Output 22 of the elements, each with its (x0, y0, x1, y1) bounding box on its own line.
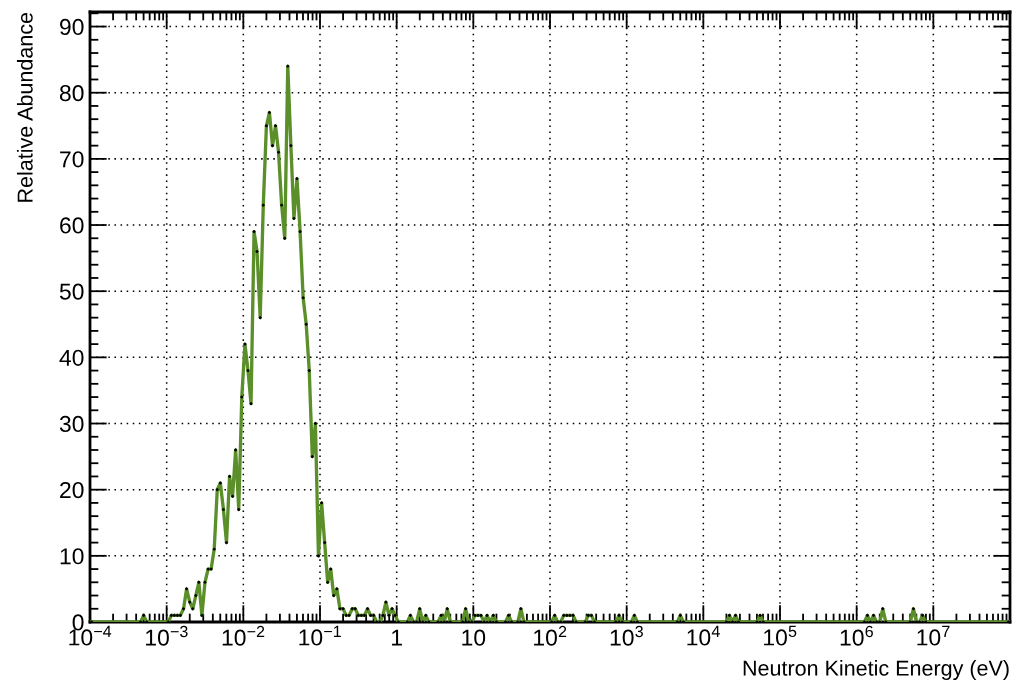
x-tick-label: 10$^{−3}$ (146, 625, 188, 646)
x-tick-label: 10$^{2}$ (534, 625, 567, 646)
x-axis-title: Neutron Kinetic Energy (eV) (743, 660, 1009, 681)
y-tick-label: 80 (59, 85, 84, 102)
y-tick-label: 20 (60, 481, 84, 499)
x-tick-label: 1 (392, 629, 402, 646)
y-tick-label: 60 (60, 217, 84, 234)
x-tick-label: 10$^{3}$ (610, 625, 643, 646)
x-tick-label: 10$^{7}$ (917, 625, 950, 646)
y-tick-label: 10 (60, 548, 84, 565)
y-tick-label: 50 (59, 283, 84, 300)
y-tick-label: 70 (60, 151, 84, 168)
x-tick-label: 10$^{6}$ (840, 625, 873, 646)
y-tick-label: 30 (59, 415, 84, 433)
x-tick-label: 10 (462, 629, 486, 646)
x-tick-label: 10$^{−1}$ (299, 625, 341, 646)
y-axis-title: Relative Abundance (16, 12, 33, 202)
y-tick-label: 90 (60, 18, 84, 36)
x-tick-label: 10$^{5}$ (764, 625, 797, 646)
x-tick-label: 10$^{−2}$ (222, 625, 265, 646)
y-tick-label: 40 (59, 349, 84, 366)
x-tick-label: 10$^{4}$ (687, 625, 720, 646)
